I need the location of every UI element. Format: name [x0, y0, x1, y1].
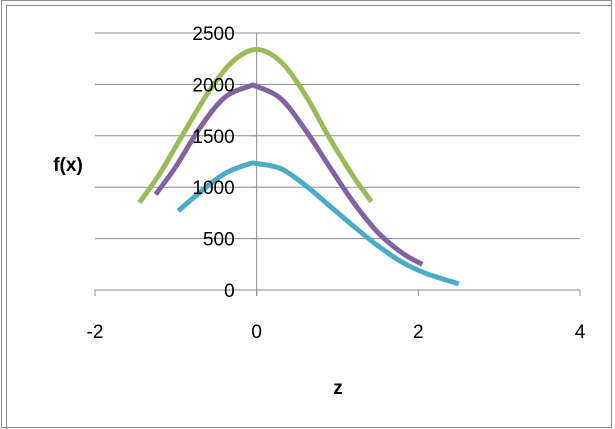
gridlines: [95, 32, 580, 240]
chart-area-border: [6, 5, 612, 429]
tick-labels: -2 0 2 4 0 500 1000 1500 2000 2500: [87, 24, 586, 343]
y-axis-title: f(x): [53, 155, 83, 176]
series-line-1: [137, 46, 374, 205]
x-tick-label: 4: [575, 322, 586, 343]
series-lines: [137, 46, 460, 287]
series-line-3: [176, 160, 460, 287]
y-tick-label: 1500: [192, 127, 234, 148]
series-line-2: [153, 82, 424, 267]
y-tick-label: 2500: [192, 24, 234, 45]
x-axis-title: z: [333, 378, 343, 399]
y-tick-label: 0: [224, 281, 235, 302]
y-tick-label: 2000: [192, 75, 234, 96]
y-tick-label: 500: [203, 230, 235, 251]
x-tick-label: 0: [251, 322, 262, 343]
x-tick-label: -2: [87, 322, 104, 343]
y-tick-label: 1000: [192, 178, 234, 199]
x-tick-label: 2: [413, 322, 424, 343]
